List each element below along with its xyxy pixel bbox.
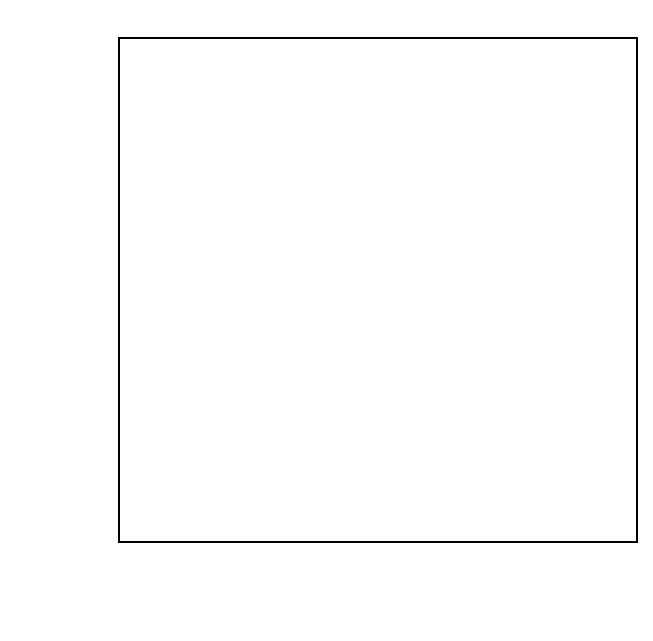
plot-area [118,37,638,543]
scatter-plot-canvas [120,39,636,541]
